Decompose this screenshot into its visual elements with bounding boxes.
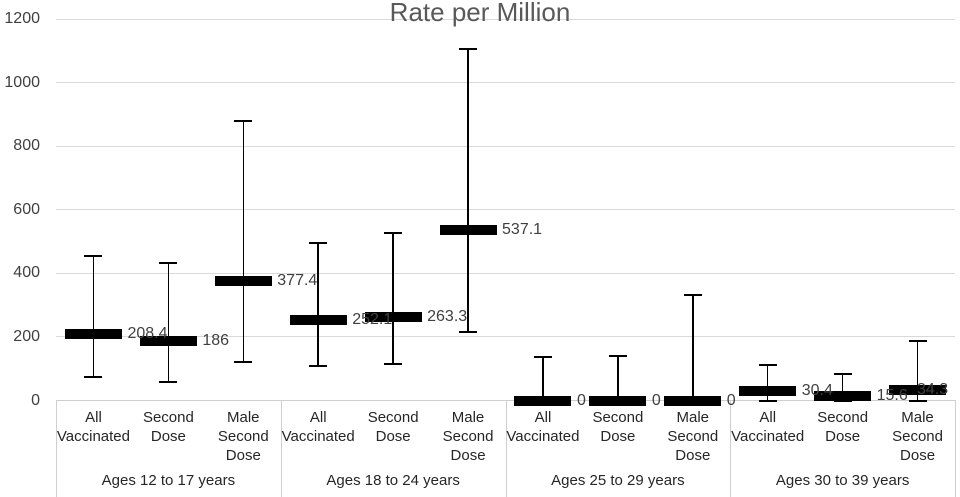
whisker-line [92, 255, 95, 377]
data-bar [139, 336, 197, 347]
whisker-line [167, 262, 170, 383]
axis-table-vertical-border [505, 400, 507, 497]
whisker-line [617, 355, 619, 401]
axis-table-vertical-border [56, 400, 57, 497]
whisker-line [317, 242, 319, 366]
data-bar [514, 395, 572, 406]
whisker-line [467, 48, 469, 332]
data-label: 208.4 [127, 325, 168, 343]
data-bar [589, 395, 647, 406]
data-label: 263.3 [427, 307, 468, 325]
data-bar [889, 384, 947, 395]
whisker-cap-bottom [459, 330, 478, 333]
whisker-cap-top [608, 354, 627, 357]
data-label: 0 [651, 391, 661, 409]
chart-title: Rate per Million [389, 0, 571, 27]
series-axis-label: Male Second Dose [217, 409, 269, 464]
group-axis-label: Ages 18 to 24 years [326, 472, 460, 489]
whisker-cap-bottom [384, 362, 403, 365]
data-label: 30.4 [801, 381, 833, 399]
whisker-cap-top [908, 340, 927, 343]
whisker-cap-bottom [84, 375, 103, 378]
y-tick-label: 1200 [4, 10, 40, 27]
whisker-cap-top [159, 261, 178, 264]
group-axis-label: Ages 25 to 29 years [551, 472, 685, 489]
whisker-line [766, 364, 769, 401]
data-label: 186 [202, 332, 230, 350]
y-tick-label: 400 [13, 264, 40, 282]
series-axis-label: Second Dose [592, 409, 644, 445]
series-axis-label: All Vaccinated [56, 409, 130, 445]
whisker-cap-bottom [159, 381, 178, 384]
data-label: 252.1 [352, 311, 393, 329]
data-label: 15.6 [876, 386, 908, 404]
whisker-cap-top [309, 241, 328, 244]
data-bar [664, 395, 722, 406]
whisker-cap-bottom [758, 399, 777, 402]
y-tick-label: 800 [13, 137, 40, 155]
series-axis-label: Second Dose [817, 409, 869, 445]
whisker-line [916, 341, 919, 401]
data-bar [214, 275, 272, 286]
data-label: 34.3 [917, 380, 949, 398]
series-axis-label: All Vaccinated [281, 409, 355, 445]
whisker-line [692, 294, 694, 401]
whisker-cap-bottom [309, 364, 328, 367]
data-bar [814, 390, 872, 401]
axis-table-vertical-border [730, 400, 732, 497]
series-axis-label: Male Second Dose [442, 409, 494, 464]
whisker-line [542, 356, 544, 401]
whisker-line [242, 120, 245, 363]
whisker-cap-top [533, 355, 552, 358]
gridline [56, 272, 955, 274]
whisker-cap-bottom [908, 399, 927, 402]
data-label: 0 [726, 391, 736, 409]
whisker-cap-top [758, 363, 777, 366]
whisker-line [841, 373, 844, 401]
gridline [56, 336, 955, 338]
whisker-cap-top [84, 254, 103, 257]
whisker-cap-bottom [234, 361, 253, 364]
y-tick-label: 0 [31, 391, 40, 409]
gridline [56, 145, 955, 147]
data-bar [289, 315, 347, 326]
gridline [56, 18, 955, 20]
whisker-line [392, 232, 394, 364]
whisker-cap-top [683, 293, 702, 296]
axis-table-vertical-border [280, 400, 282, 497]
gridline [56, 82, 955, 84]
whisker-cap-top [459, 47, 478, 50]
y-tick-label: 200 [13, 327, 40, 345]
y-tick-label: 600 [13, 200, 40, 218]
data-bar [739, 385, 797, 396]
series-axis-label: Male Second Dose [892, 409, 943, 464]
data-label: 0 [576, 391, 586, 409]
data-bar [64, 329, 122, 340]
data-bar [439, 224, 497, 235]
series-axis-label: Second Dose [142, 409, 194, 445]
data-label: 377.4 [277, 271, 318, 289]
series-axis-label: Second Dose [367, 409, 419, 445]
whisker-cap-top [234, 119, 253, 122]
series-axis-label: Male Second Dose [667, 409, 719, 464]
group-axis-label: Ages 12 to 17 years [101, 472, 236, 489]
y-tick-label: 1000 [4, 73, 40, 91]
gridline [56, 209, 955, 211]
group-axis-label: Ages 30 to 39 years [775, 472, 910, 489]
data-label: 537.1 [502, 220, 543, 238]
series-axis-label: All Vaccinated [731, 409, 805, 445]
whisker-cap-top [833, 372, 852, 375]
axis-table-vertical-border [955, 400, 956, 497]
series-axis-label: All Vaccinated [506, 409, 580, 445]
data-bar [364, 311, 422, 322]
whisker-cap-top [384, 231, 403, 234]
